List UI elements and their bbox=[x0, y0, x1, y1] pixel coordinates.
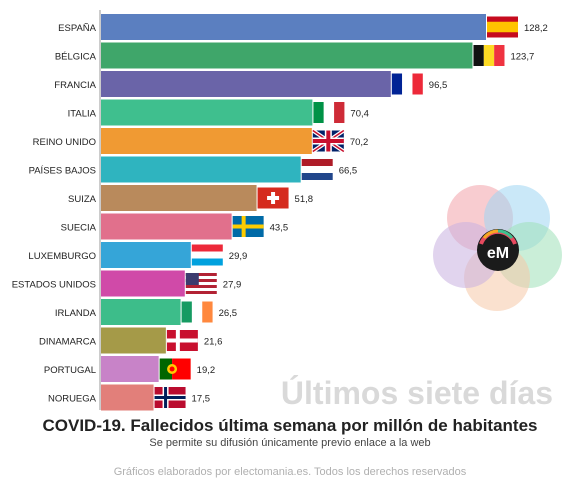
category-label: DINAMARCA bbox=[39, 337, 97, 348]
category-label: NORUEGA bbox=[48, 394, 97, 405]
chart-title: COVID-19. Fallecidos última semana por m… bbox=[42, 416, 538, 435]
portugal-flag-icon bbox=[159, 358, 191, 380]
electomania-logo: eM bbox=[433, 185, 562, 311]
belgium-flag-icon bbox=[473, 45, 505, 66]
france-flag-icon bbox=[391, 73, 423, 95]
value-label: 128,2 bbox=[524, 23, 548, 34]
bar bbox=[101, 156, 301, 183]
bar bbox=[101, 270, 185, 297]
watermark-text: Últimos siete días bbox=[281, 375, 553, 411]
norway-flag-icon bbox=[154, 387, 186, 408]
spain-flag-icon bbox=[487, 16, 518, 38]
category-label: FRANCIA bbox=[54, 80, 96, 91]
value-label: 51,8 bbox=[295, 194, 314, 205]
value-label: 123,7 bbox=[510, 52, 534, 63]
bar bbox=[101, 213, 232, 240]
bar bbox=[101, 242, 191, 268]
value-label: 26,5 bbox=[219, 308, 238, 319]
value-label: 70,4 bbox=[350, 109, 369, 120]
netherlands-flag-icon bbox=[301, 159, 333, 180]
bar bbox=[101, 185, 257, 211]
logo-text: eM bbox=[487, 245, 509, 262]
ireland-flag-icon bbox=[181, 301, 213, 323]
bar bbox=[101, 356, 159, 382]
value-label: 21,6 bbox=[204, 337, 223, 348]
value-label: 70,2 bbox=[350, 137, 369, 148]
bar bbox=[101, 99, 313, 126]
category-label: IRLANDA bbox=[55, 308, 97, 319]
value-label: 96,5 bbox=[429, 80, 448, 91]
value-label: 17,5 bbox=[192, 394, 211, 405]
category-label: BÉLGICA bbox=[55, 52, 97, 63]
category-label: ESTADOS UNIDOS bbox=[12, 280, 96, 291]
category-label: ESPAÑA bbox=[58, 23, 97, 34]
bars-group: ESPAÑA 128,2 BÉLGICA 123,7 FRANCIA 96,5 ITALIA… bbox=[12, 14, 548, 411]
italy-flag-icon bbox=[313, 102, 345, 123]
luxembourg-flag-icon bbox=[191, 244, 223, 266]
switzerland-flag-icon bbox=[257, 187, 289, 209]
value-label: 19,2 bbox=[197, 365, 216, 376]
bar bbox=[101, 384, 154, 411]
bar bbox=[101, 327, 166, 354]
bar bbox=[101, 14, 486, 40]
bar bbox=[101, 71, 391, 97]
bar bbox=[101, 128, 312, 154]
value-label: 29,9 bbox=[229, 251, 248, 262]
category-label: LUXEMBURGO bbox=[28, 251, 96, 262]
credit-text: Gráficos elaborados por electomania.es. … bbox=[113, 466, 467, 478]
category-label: PORTUGAL bbox=[44, 365, 96, 376]
category-label: PAÍSES BAJOS bbox=[29, 166, 96, 177]
uk-flag-icon bbox=[311, 128, 345, 154]
bar bbox=[101, 299, 181, 325]
category-label: REINO UNIDO bbox=[33, 137, 96, 148]
denmark-flag-icon bbox=[166, 330, 198, 351]
bar bbox=[101, 42, 473, 69]
category-label: ITALIA bbox=[68, 109, 97, 120]
value-label: 43,5 bbox=[270, 223, 289, 234]
category-label: SUECIA bbox=[61, 223, 97, 234]
usa-flag-icon bbox=[185, 273, 217, 294]
category-label: SUIZA bbox=[68, 194, 97, 205]
value-label: 66,5 bbox=[339, 166, 358, 177]
value-label: 27,9 bbox=[223, 280, 242, 291]
chart-subtitle: Se permite su difusión únicamente previo… bbox=[149, 437, 431, 449]
sweden-flag-icon bbox=[232, 216, 264, 237]
